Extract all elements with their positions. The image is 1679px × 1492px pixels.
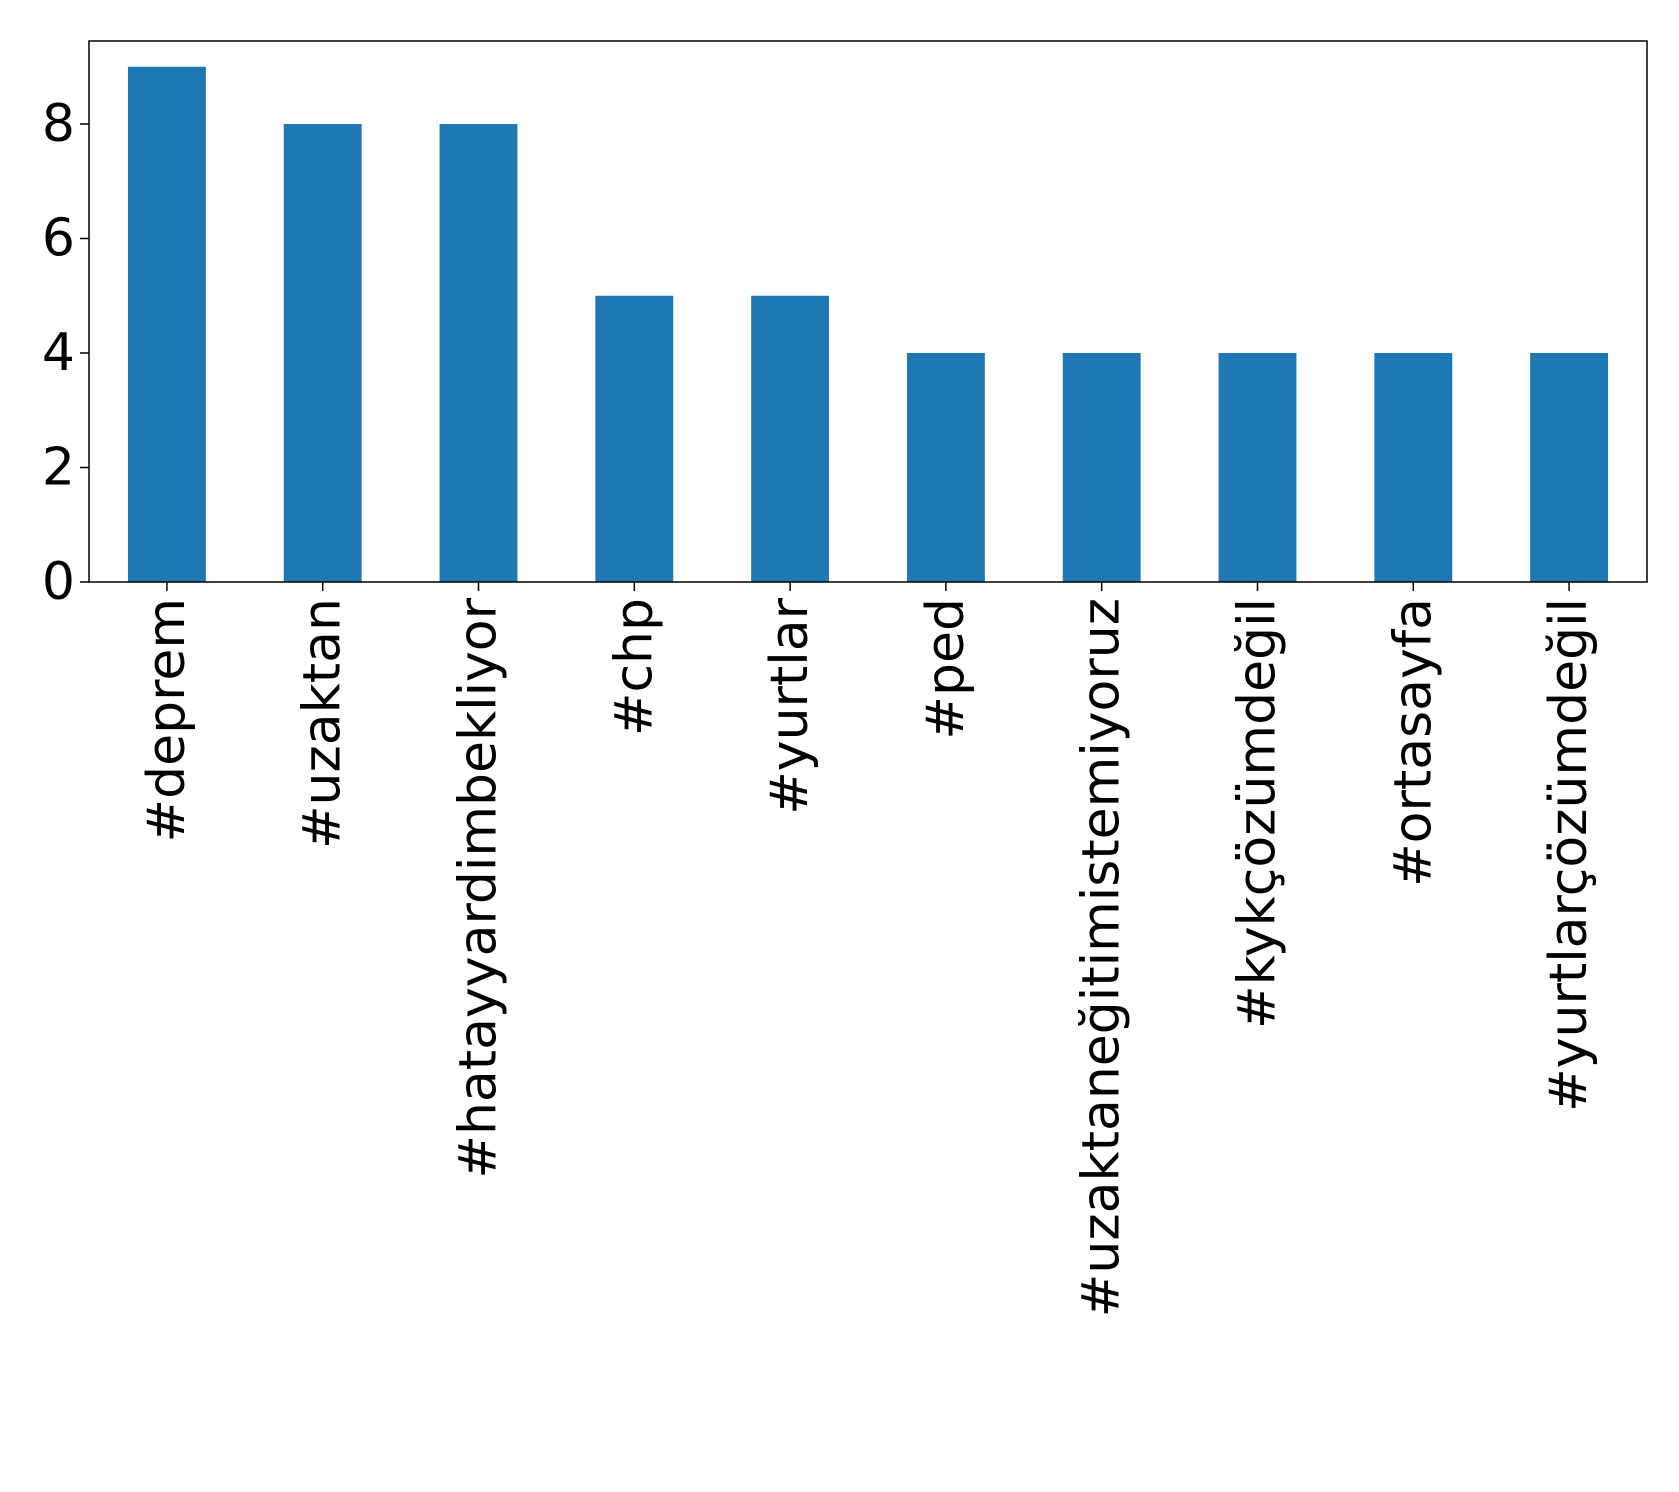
- bar: [1530, 353, 1609, 582]
- x-tick-label: #yurtlar: [760, 597, 820, 814]
- y-tick-label: 2: [42, 438, 75, 498]
- x-tick-label: #chp: [604, 598, 664, 736]
- bar: [127, 66, 206, 582]
- x-tick-label: #uzaktan: [293, 598, 353, 849]
- y-tick-label: 8: [42, 94, 75, 154]
- x-tick-label: #ped: [916, 598, 976, 740]
- y-tick-label: 4: [42, 323, 75, 383]
- bar: [439, 124, 518, 582]
- bar: [1062, 353, 1141, 582]
- plot-frame: [88, 40, 1648, 583]
- y-tick-label: 0: [42, 552, 75, 612]
- bar: [906, 353, 985, 582]
- y-tick-label: 6: [42, 209, 75, 269]
- bar: [1374, 353, 1453, 582]
- x-tick-label: #ortasayfa: [1383, 598, 1443, 887]
- bar: [751, 295, 830, 582]
- bar: [283, 124, 362, 582]
- x-tick-label: #uzaktaneğitimistemiyoruz: [1072, 598, 1132, 1317]
- x-tick-label: #yurtlarçözümdeğil: [1539, 598, 1599, 1112]
- x-tick-label: #kykçözümdeğil: [1228, 598, 1288, 1029]
- bar: [1218, 353, 1297, 582]
- x-tick-label: #hatayyardimbekliyor: [449, 597, 509, 1178]
- x-tick-label: #deprem: [137, 598, 197, 842]
- bar: [595, 295, 674, 582]
